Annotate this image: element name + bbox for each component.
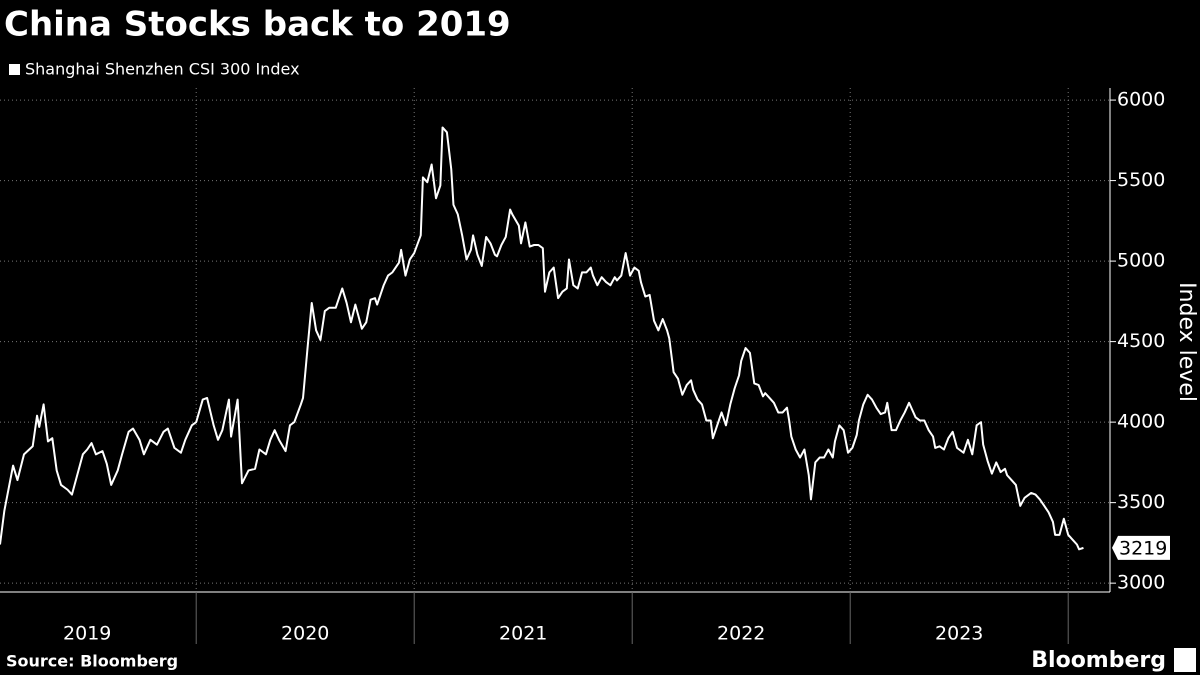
x-tick-label: 2022 (717, 623, 765, 645)
y-axis-label: Index level (1174, 282, 1199, 402)
source: Source: Bloomberg (6, 652, 178, 671)
brand-icon (1174, 648, 1196, 672)
y-tick-label: 3000 (1117, 572, 1165, 594)
y-tick-label: 3500 (1117, 491, 1165, 513)
y-tick-label: 4000 (1117, 411, 1165, 433)
x-tick-label: 2023 (935, 623, 983, 645)
x-tick-label: 2020 (281, 623, 329, 645)
y-tick-label: 6000 (1117, 89, 1165, 111)
x-tick-label: 2019 (63, 623, 111, 645)
x-tick-label: 2021 (499, 623, 547, 645)
legend-swatch (9, 64, 20, 75)
y-tick-label: 5500 (1117, 169, 1165, 191)
legend-label: Shanghai Shenzhen CSI 300 Index (25, 60, 300, 79)
last-value-label: 3219 (1119, 537, 1167, 559)
y-tick-label: 4500 (1117, 330, 1165, 352)
chart-title: China Stocks back to 2019 (4, 5, 511, 45)
brand: Bloomberg (1031, 648, 1166, 673)
last-value-box (1112, 535, 1170, 560)
y-tick-label: 5000 (1117, 250, 1165, 272)
line (0, 126, 1084, 551)
